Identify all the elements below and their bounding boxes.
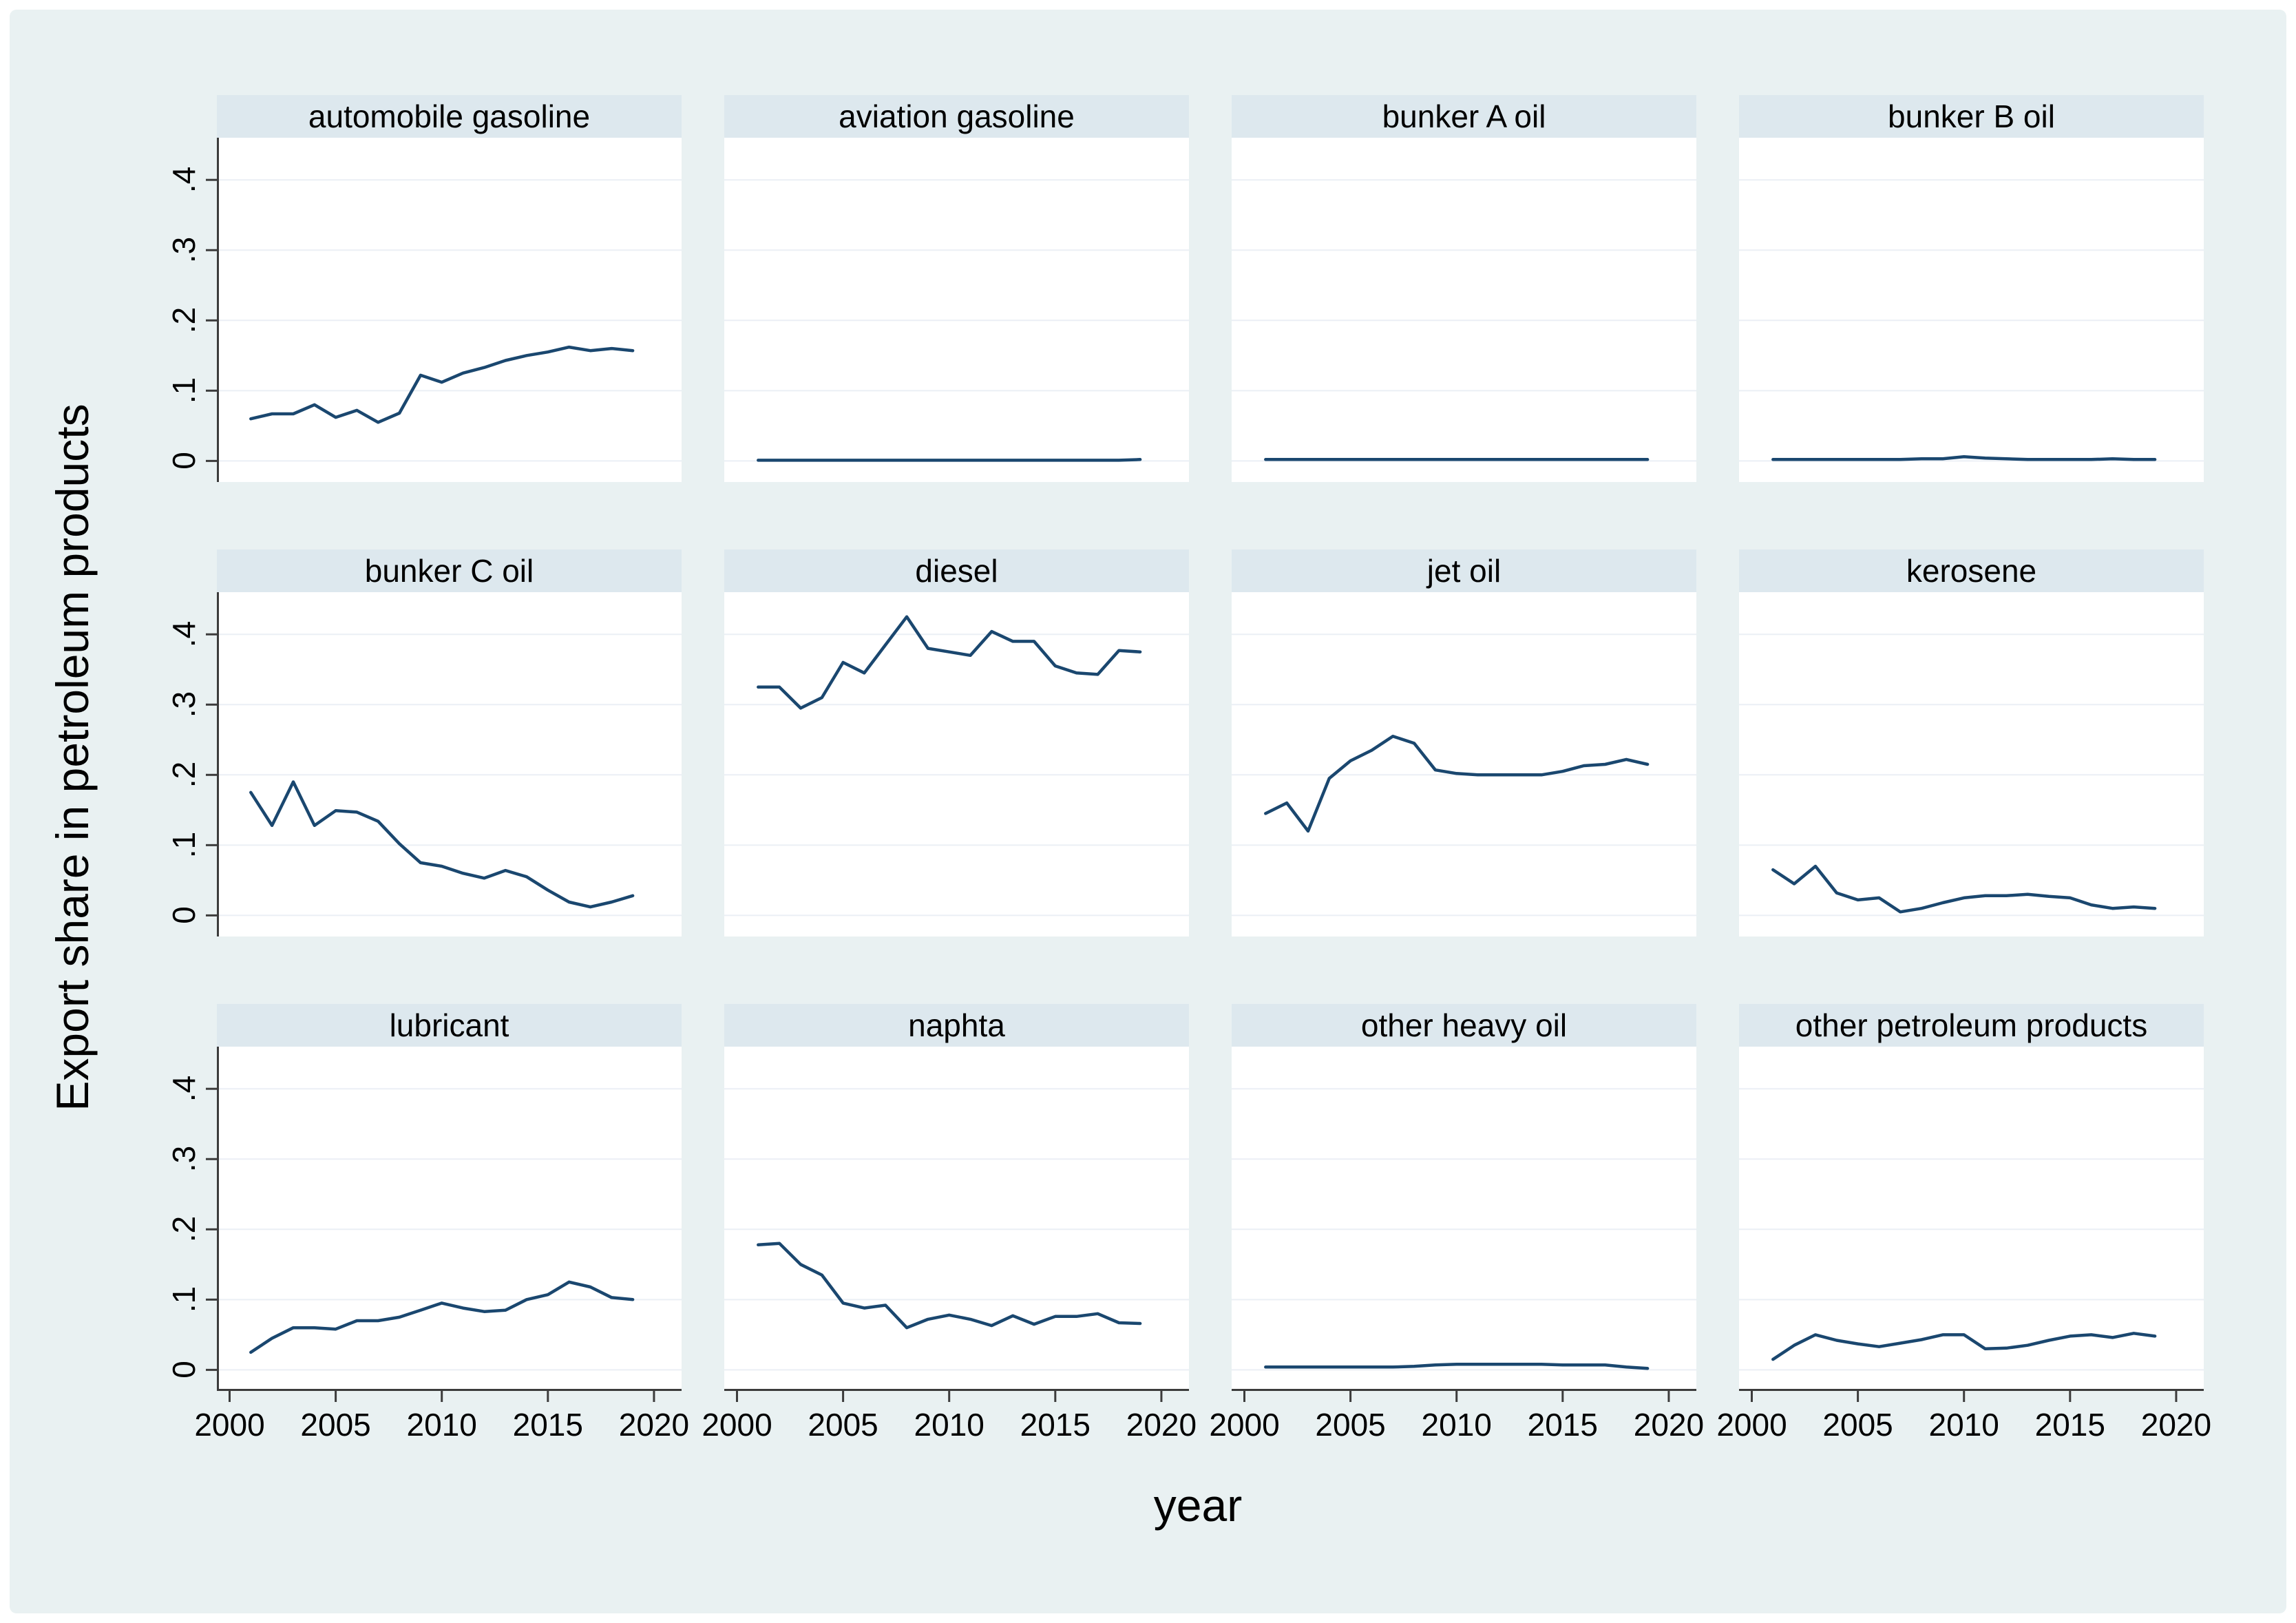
series-line-other-petroleum-products bbox=[1771, 1332, 2157, 1361]
plot-svg-other-petroleum-products bbox=[1739, 1088, 2204, 1402]
panel-jet-oil: jet oil bbox=[1232, 549, 1696, 936]
panel-title: diesel bbox=[724, 549, 1189, 592]
plot-area bbox=[206, 138, 682, 482]
y-tick-label: .3 bbox=[166, 1146, 202, 1173]
panel-automobile-gasoline: automobile gasoline .4 .3 .2 .1 0 bbox=[166, 95, 682, 482]
plot-svg-aviation-gasoline bbox=[724, 179, 1189, 462]
plot-svg-automobile-gasoline bbox=[206, 138, 682, 482]
series-line-diesel bbox=[757, 615, 1142, 710]
panel-other-heavy-oil: other heavy oil 2000 2005 2010 2015 2020 bbox=[1209, 1004, 1704, 1443]
panel-naphta: naphta 2000 2005 2010 2015 2020 bbox=[702, 1004, 1197, 1443]
plot-area bbox=[1739, 1047, 2204, 1402]
plot-svg-bunker-b-oil bbox=[1739, 179, 2204, 462]
plot-svg-kerosene bbox=[1739, 634, 2204, 917]
plot-area bbox=[1232, 592, 1696, 936]
y-tick-label: 0 bbox=[166, 906, 202, 925]
y-axis-title: Export share in petroleum products bbox=[47, 404, 98, 1111]
x-tick-label: 2005 bbox=[1822, 1407, 1893, 1443]
y-tick-label: .1 bbox=[166, 1286, 202, 1313]
plot-area bbox=[206, 592, 682, 936]
plot-area bbox=[724, 592, 1189, 936]
panel-other-petroleum-products: other petroleum products 2000 2005 2010 2015… bbox=[1716, 1004, 2211, 1443]
plot-area bbox=[1739, 592, 2204, 936]
y-tick-label: .4 bbox=[166, 1076, 202, 1102]
y-tick-label: 0 bbox=[166, 1361, 202, 1379]
panel-title: other petroleum products bbox=[1739, 1004, 2204, 1047]
panel-title: kerosene bbox=[1739, 549, 2204, 592]
series-line-jet-oil bbox=[1264, 734, 1650, 833]
panel-lubricant: lubricant .4 .3 .2 .1 0 2000 2005 2010 2015 2020 bbox=[166, 1004, 689, 1443]
plot-svg-naphta bbox=[724, 1088, 1189, 1402]
plot-area bbox=[724, 1047, 1189, 1402]
x-tick-label: 2000 bbox=[1716, 1407, 1787, 1443]
panel-kerosene: kerosene bbox=[1739, 549, 2204, 936]
series-line-kerosene bbox=[1771, 864, 2157, 914]
panel-title: bunker C oil bbox=[217, 549, 682, 592]
x-tick-label: 2005 bbox=[300, 1407, 371, 1443]
y-tick-label: .4 bbox=[166, 621, 202, 648]
x-axis-title: year bbox=[1153, 1480, 1243, 1531]
series-line-naphta bbox=[757, 1242, 1142, 1330]
y-tick-label: .2 bbox=[166, 1216, 202, 1243]
plot-svg-bunker-c-oil bbox=[206, 592, 682, 936]
x-tick-label: 2010 bbox=[1928, 1407, 1999, 1443]
x-tick-label: 2010 bbox=[914, 1407, 984, 1443]
x-tick-label: 2020 bbox=[1126, 1407, 1197, 1443]
y-tick-label: .1 bbox=[166, 377, 202, 404]
series-line-other-heavy-oil bbox=[1264, 1362, 1650, 1370]
x-tick-label: 2005 bbox=[808, 1407, 878, 1443]
plot-svg-lubricant bbox=[206, 1047, 682, 1402]
panel-title: aviation gasoline bbox=[724, 95, 1189, 138]
y-tick-label: .1 bbox=[166, 832, 202, 859]
x-tick-label: 2010 bbox=[406, 1407, 477, 1443]
plot-svg-jet-oil bbox=[1232, 634, 1696, 917]
x-tick-label: 2015 bbox=[512, 1407, 583, 1443]
y-tick-label: .3 bbox=[166, 691, 202, 718]
y-tick-label: .2 bbox=[166, 307, 202, 334]
plot-area bbox=[1232, 138, 1696, 482]
panel-title: lubricant bbox=[217, 1004, 682, 1047]
x-tick-label: 2005 bbox=[1315, 1407, 1386, 1443]
panel-bunker-b-oil: bunker B oil bbox=[1739, 95, 2204, 482]
panel-title: naphta bbox=[724, 1004, 1189, 1047]
panel-title: other heavy oil bbox=[1232, 1004, 1696, 1047]
panel-title: jet oil bbox=[1232, 549, 1696, 592]
plot-svg-diesel bbox=[724, 615, 1189, 917]
x-tick-label: 2015 bbox=[1020, 1407, 1091, 1443]
panel-diesel: diesel bbox=[724, 549, 1189, 936]
y-tick-label: .2 bbox=[166, 762, 202, 788]
x-tick-label: 2015 bbox=[2034, 1407, 2105, 1443]
panel-title: bunker B oil bbox=[1739, 95, 2204, 138]
panel-bunker-c-oil: bunker C oil .4 .3 .2 .1 0 bbox=[166, 549, 682, 936]
x-tick-label: 2015 bbox=[1527, 1407, 1598, 1443]
panel-title: automobile gasoline bbox=[217, 95, 682, 138]
series-line-bunker-b-oil bbox=[1771, 455, 2157, 461]
y-tick-label: .3 bbox=[166, 237, 202, 264]
series-line-aviation-gasoline bbox=[757, 458, 1142, 462]
series-line-bunker-c-oil bbox=[249, 780, 635, 909]
x-tick-label: 2000 bbox=[702, 1407, 772, 1443]
x-tick-label: 2000 bbox=[194, 1407, 265, 1443]
y-tick-label: 0 bbox=[166, 452, 202, 470]
x-tick-label: 2020 bbox=[618, 1407, 690, 1443]
x-tick-label: 2010 bbox=[1421, 1407, 1492, 1443]
panel-title: bunker A oil bbox=[1232, 95, 1696, 138]
plot-area bbox=[1232, 1047, 1696, 1402]
plot-area bbox=[724, 138, 1189, 482]
x-tick-label: 2000 bbox=[1209, 1407, 1280, 1443]
plot-svg-other-heavy-oil bbox=[1232, 1088, 1696, 1402]
x-tick-label: 2020 bbox=[2140, 1407, 2212, 1443]
y-tick-label: .4 bbox=[166, 167, 202, 193]
plot-area bbox=[206, 1047, 682, 1402]
plot-svg-bunker-a-oil bbox=[1232, 179, 1696, 462]
x-tick-label: 2020 bbox=[1633, 1407, 1705, 1443]
plot-area bbox=[1739, 138, 2204, 482]
panel-aviation-gasoline: aviation gasoline bbox=[724, 95, 1189, 482]
panel-bunker-a-oil: bunker A oil bbox=[1232, 95, 1696, 482]
series-line-automobile-gasoline bbox=[249, 345, 635, 424]
series-line-lubricant bbox=[249, 1280, 635, 1354]
